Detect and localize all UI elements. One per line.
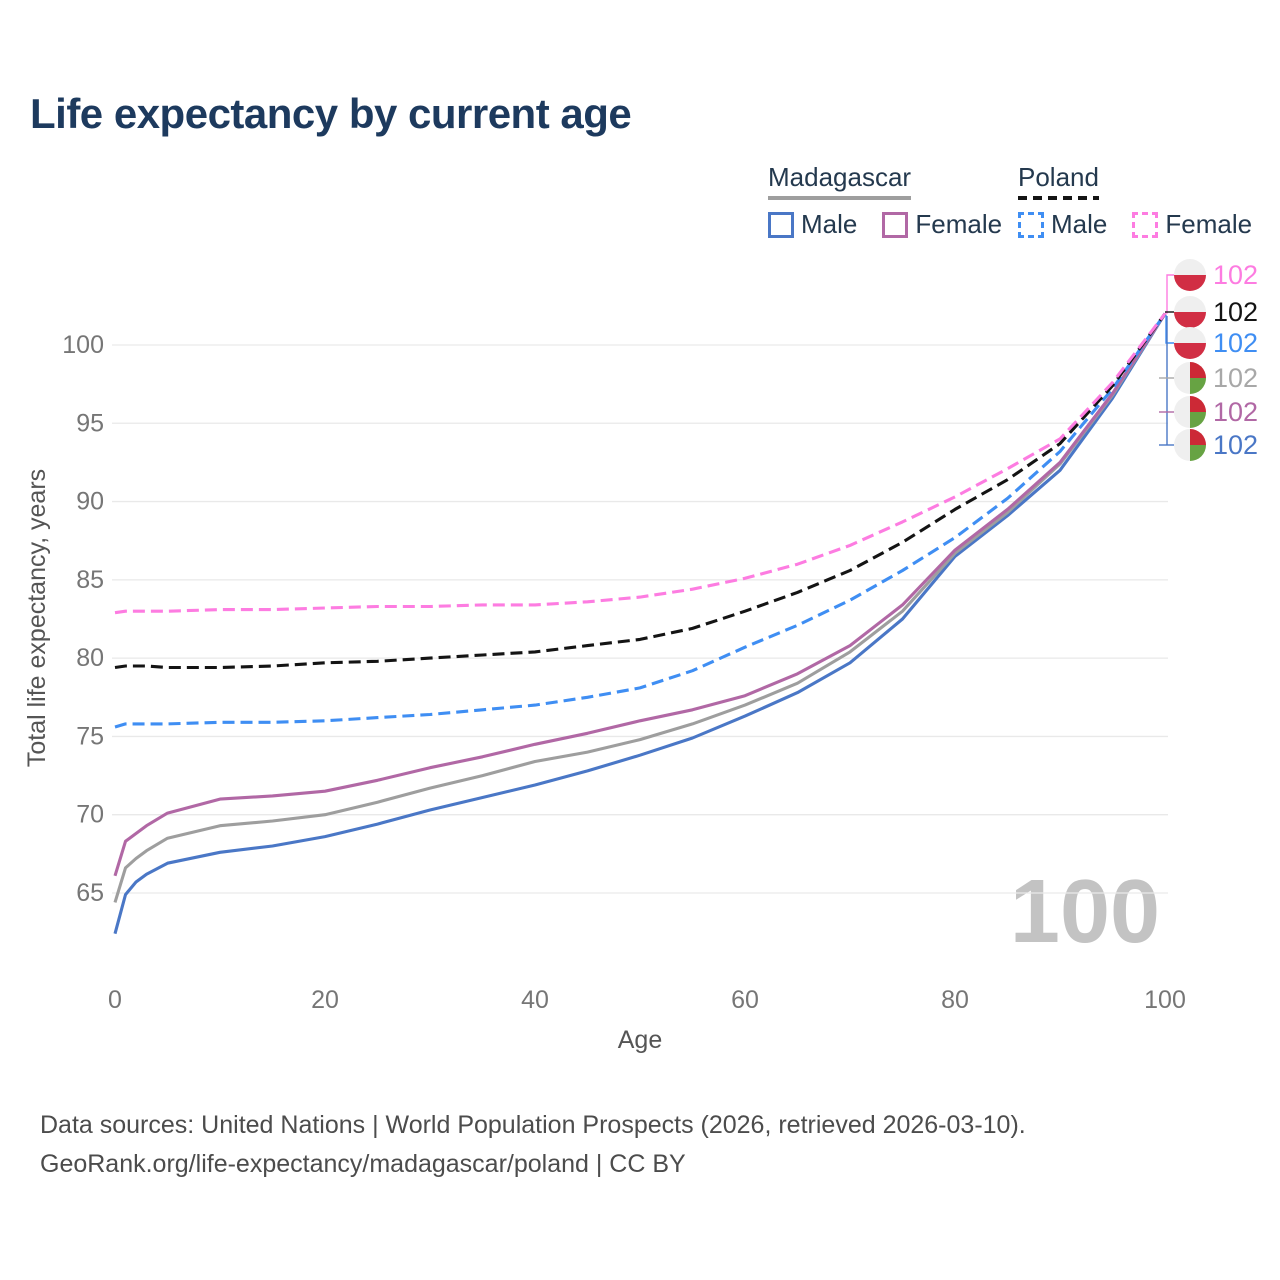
y-tick-95: 95 [76,409,104,437]
legend-madagascar-label: Madagascar [768,162,912,192]
madagascar-female-label: Female [915,209,1003,239]
x-tick-40: 40 [521,986,549,1014]
madagascar-line-sample [768,196,912,200]
flag-icon-madagascar-5 [1174,429,1206,461]
chart-svg: 100 65 70 75 80 85 90 95 100 0 20 40 60 80 100 Age Total… [23,259,1258,1054]
x-tick-20: 20 [311,986,339,1014]
flag-icon-madagascar-3 [1174,362,1206,394]
madagascar-female-swatch[interactable] [882,211,909,238]
legend: Madagascar Male Female Poland Male Femal… [768,162,1252,240]
legend-country-madagascar[interactable]: Madagascar [768,162,912,200]
x-tick-60: 60 [731,986,759,1014]
footer: Data sources: United Nations | World Pop… [40,1106,1026,1184]
series-line-madagascar-female [113,312,1167,877]
flag-icon-poland-2 [1174,327,1206,359]
y-tick-100: 100 [62,331,104,359]
y-axis-label: Total life expectancy, years [23,469,51,767]
series-line-madagascar-male [113,312,1167,935]
y-tick-90: 90 [76,488,104,516]
series-line-poland-female [114,312,1167,615]
madagascar-male-swatch[interactable] [768,211,794,238]
poland-female-swatch[interactable] [1132,211,1159,238]
legend-country-poland[interactable]: Poland [1018,162,1099,200]
x-tick-80: 80 [941,986,969,1014]
end-value-label-madagascar-male: 102 [1213,430,1258,460]
y-tick-85: 85 [76,566,104,594]
end-label-leader-0 [1165,274,1174,314]
poland-male-swatch[interactable] [1018,211,1044,238]
legend-poland-label: Poland [1018,162,1099,192]
end-value-label-poland: 102 [1213,297,1258,327]
end-value-label-madagascar: 102 [1213,363,1258,393]
flag-icon-poland-0 [1174,259,1206,291]
series-line-poland [114,312,1167,670]
legend-group-madagascar: Madagascar Male Female [768,162,1002,240]
poland-female-label: Female [1165,209,1253,239]
end-value-label-poland-male: 102 [1213,328,1258,358]
end-value-label-madagascar-female: 102 [1213,397,1258,427]
legend-group-poland: Poland Male Female [1018,162,1252,240]
x-tick-100: 100 [1144,986,1186,1014]
y-tick-65: 65 [76,879,104,907]
attribution-text: GeoRank.org/life-expectancy/madagascar/p… [40,1150,686,1178]
current-age-watermark: 100 [1010,862,1160,962]
end-label-leader-2 [1165,315,1174,344]
page-title: Life expectancy by current age [30,90,632,137]
series-line-poland-male [114,312,1167,729]
poland-line-sample [1018,196,1099,200]
data-sources-text: Data sources: United Nations | World Pop… [40,1111,1026,1139]
y-tick-75: 75 [76,722,104,750]
flag-icon-madagascar-4 [1174,396,1206,428]
poland-male-label: Male [1051,209,1108,239]
line-chart: 100 65 70 75 80 85 90 95 100 0 20 40 60 80 100 Age Total… [0,250,1280,1070]
flag-icon-poland-1 [1174,296,1206,328]
y-tick-70: 70 [76,801,104,829]
x-tick-0: 0 [108,986,122,1014]
series-line-madagascar [113,312,1167,903]
x-axis-label: Age [618,1026,662,1054]
madagascar-male-label: Male [801,209,858,239]
y-tick-80: 80 [76,644,104,672]
end-value-label-poland-female: 102 [1213,260,1258,290]
